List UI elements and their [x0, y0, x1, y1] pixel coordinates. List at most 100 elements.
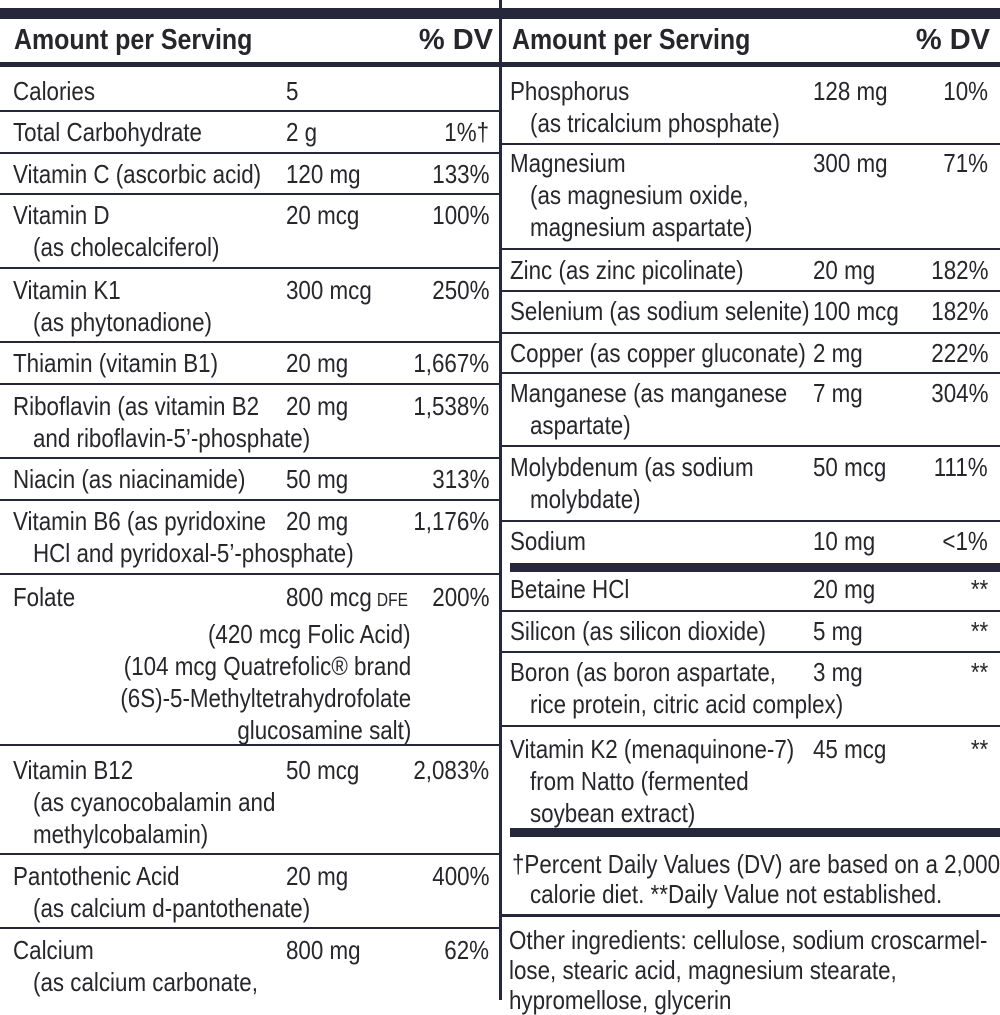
nutrient-name: Total Carbohydrate	[13, 117, 202, 147]
daily-value-percent: 200%	[431, 582, 489, 612]
nutrient-source: rice protein, citric acid complex)	[530, 689, 844, 719]
nutrient-name: Thiamin (vitamin B1)	[13, 348, 219, 378]
daily-value-percent: 1,176%	[413, 506, 489, 536]
nutrient-name: Vitamin K1	[13, 275, 121, 305]
folate-detail-line: (6S)-5-Methyltetrahydrofolate	[120, 683, 411, 713]
amount-value: 20 mg	[813, 574, 876, 604]
row-separator	[501, 610, 1000, 612]
amount-value: 20 mcg	[286, 200, 360, 230]
amount-value: 100 mcg	[813, 296, 899, 326]
other-ingredients-line-3: hypromellose, glycerin	[509, 985, 732, 1015]
left-amount-header: Amount per Serving	[14, 24, 253, 56]
folate-detail-line: (104 mcg Quatrefolic® brand	[123, 651, 411, 681]
footnote-line-2: calorie diet. **Daily Value not establis…	[530, 879, 943, 909]
row-separator	[0, 853, 499, 855]
row-separator	[501, 248, 1000, 250]
row-separator	[501, 725, 1000, 727]
amount-value: 20 mg	[286, 391, 349, 421]
nutrient-source: from Natto (fermented	[530, 766, 749, 796]
amount-value: 20 mg	[286, 861, 349, 891]
nutrient-name: Calcium	[13, 935, 94, 965]
nutrient-source: (as phytonadione)	[33, 307, 213, 337]
row-separator	[501, 143, 1000, 145]
row-separator	[0, 499, 499, 501]
nutrient-name: Vitamin D	[13, 200, 110, 230]
daily-value-percent: 400%	[431, 861, 489, 891]
amount-value: 800 mcg	[286, 582, 372, 612]
amount-value: 20 mg	[813, 255, 876, 285]
daily-value-percent: 1,538%	[413, 391, 489, 421]
column-divider	[499, 0, 502, 1000]
nutrient-source: (as cholecalciferol)	[33, 232, 220, 262]
nutrient-amount: 800 mcg DFE	[286, 581, 408, 616]
row-separator	[501, 651, 1000, 653]
daily-value-percent: 71%	[943, 148, 988, 178]
other-ingredients-line-1: Other ingredients: cellulose, sodium cro…	[509, 925, 988, 955]
nutrient-amount: 20 mcg	[286, 199, 359, 231]
nutrient-amount: 100 mcg	[813, 295, 899, 327]
nutrient-amount: 20 mg	[286, 347, 348, 379]
section-rule	[510, 563, 1000, 572]
daily-value-percent: **	[970, 616, 988, 646]
left-dv-header: % DV	[418, 24, 493, 56]
nutrient-name: Selenium (as sodium selenite)	[510, 296, 810, 326]
left-header-rule	[0, 62, 499, 67]
daily-value-percent: 304%	[930, 378, 988, 408]
nutrient-amount: 50 mg	[286, 463, 348, 495]
nutrient-amount: 20 mg	[286, 860, 348, 892]
nutrient-amount: 10 mg	[813, 525, 875, 557]
nutrient-amount: 300 mcg	[286, 274, 372, 306]
nutrient-amount: 20 mg	[813, 573, 875, 605]
nutrient-amount: 20 mg	[813, 254, 875, 286]
daily-value-percent: 100%	[431, 200, 489, 230]
amount-value: 50 mcg	[813, 452, 887, 482]
nutrient-amount: 45 mcg	[813, 733, 886, 765]
row-separator	[501, 372, 1000, 374]
nutrient-name: Pantothenic Acid	[13, 861, 180, 891]
right-header-rule	[502, 62, 1000, 67]
daily-value-percent: 10%	[943, 76, 988, 106]
amount-value: 3 mg	[813, 657, 863, 687]
amount-value: 300 mcg	[286, 275, 372, 305]
footnote-line-1: †Percent Daily Values (DV) are based on …	[512, 849, 1000, 879]
daily-value-percent: 2,083%	[413, 755, 489, 785]
nutrient-source: molybdate)	[530, 484, 641, 514]
daily-value-percent: 250%	[431, 275, 489, 305]
row-separator	[0, 383, 499, 385]
amount-value: 45 mcg	[813, 734, 887, 764]
amount-unit: DFE	[376, 590, 408, 610]
amount-value: 20 mg	[286, 506, 349, 536]
nutrient-source: (as calcium d-pantothenate)	[33, 893, 311, 923]
nutrient-name: Vitamin K2 (menaquinone-7)	[510, 734, 795, 764]
nutrient-source: magnesium aspartate)	[530, 212, 753, 242]
row-separator	[0, 573, 499, 575]
nutrient-source: (as cyanocobalamin and	[33, 787, 276, 817]
row-separator	[501, 445, 1000, 447]
row-separator	[0, 152, 499, 154]
row-separator	[0, 267, 499, 269]
nutrient-amount: 5 mg	[813, 615, 863, 647]
daily-value-percent: 1,667%	[413, 348, 489, 378]
row-separator	[0, 341, 499, 343]
daily-value-percent: 133%	[431, 159, 489, 189]
row-separator	[0, 927, 499, 929]
nutrient-name: Sodium	[510, 526, 586, 556]
nutrient-amount: 3 mg	[813, 656, 863, 688]
nutrient-source: aspartate)	[530, 410, 631, 440]
daily-value-percent: **	[970, 574, 988, 604]
nutrient-name: Vitamin C (ascorbic acid)	[13, 159, 262, 189]
row-separator	[0, 110, 499, 112]
nutrient-amount: 50 mcg	[286, 754, 359, 786]
daily-value-percent: <1%	[942, 526, 988, 556]
nutrient-amount: 2 mg	[813, 337, 863, 369]
folate-detail-line: (420 mcg Folic Acid)	[208, 619, 411, 649]
row-separator	[0, 193, 499, 195]
nutrient-name: Zinc (as zinc picolinate)	[510, 255, 744, 285]
row-separator	[501, 520, 1000, 522]
nutrient-name: Copper (as copper gluconate)	[510, 338, 806, 368]
nutrient-name: Betaine HCl	[510, 574, 630, 604]
nutrient-name: Molybdenum (as sodium	[510, 452, 754, 482]
daily-value-percent: **	[970, 734, 988, 764]
nutrient-source: HCl and pyridoxal-5’-phosphate)	[33, 538, 354, 568]
nutrient-source: (as magnesium oxide,	[530, 180, 749, 210]
